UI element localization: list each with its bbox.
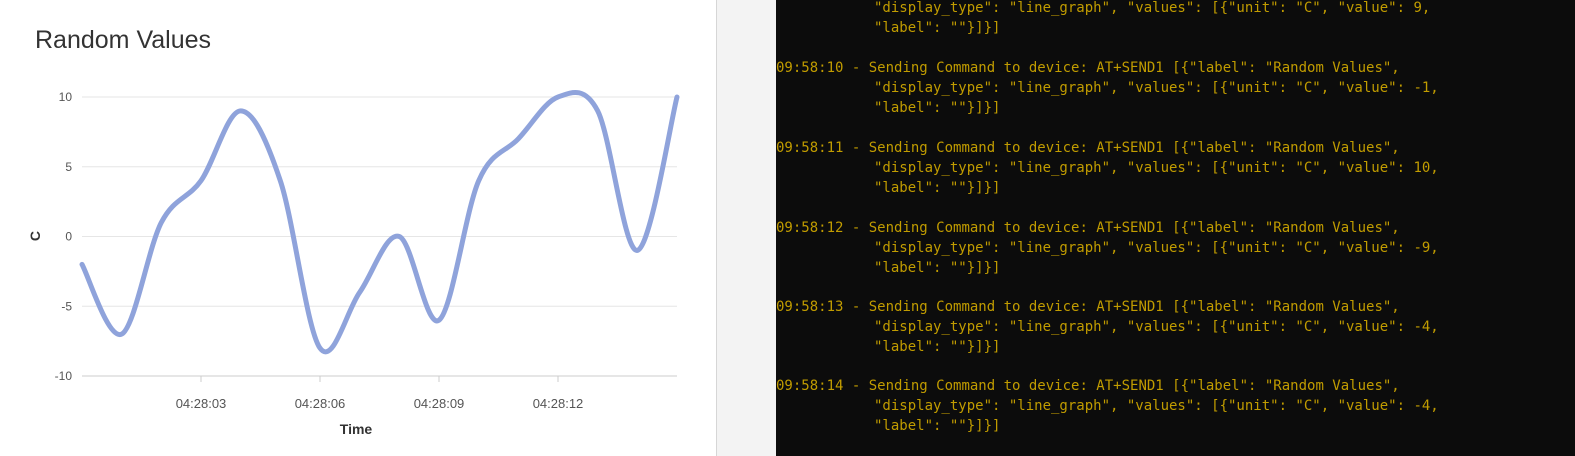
log-text: - Sending Command to device: AT+SEND1 [{…	[843, 220, 1400, 236]
log-timestamp: 09:58:12	[776, 220, 844, 236]
log-timestamp: 09:58:13	[776, 299, 844, 315]
y-axis-ticks: 10 5 0 -5 -10	[55, 90, 73, 383]
log-line: "display_type": "line_graph", "values": …	[874, 398, 1439, 414]
log-line: "label": ""}]}]	[874, 180, 1001, 196]
x-tick-label: 04:28:06	[295, 396, 346, 411]
x-tick-label: 04:28:03	[176, 396, 227, 411]
log-line: "label": ""}]}]	[874, 418, 1001, 434]
log-line: "label": ""}]}]	[874, 339, 1001, 355]
terminal-log: "display_type": "line_graph", "values": …	[776, 0, 1575, 456]
log-timestamp: 09:58:11	[776, 140, 844, 156]
window-gap	[717, 0, 776, 456]
log-line: "display_type": "line_graph", "values": …	[874, 240, 1439, 256]
log-line: "display_type": "line_graph", "values": …	[874, 80, 1439, 96]
y-axis-label: C	[27, 231, 43, 241]
series-line	[79, 90, 680, 355]
x-axis-ticks: 04:28:03 04:28:06 04:28:09 04:28:12	[176, 376, 584, 411]
grid-lines	[82, 96, 677, 377]
panel-divider	[716, 0, 717, 456]
y-tick-label: 5	[65, 160, 72, 174]
log-text: - Sending Command to device: AT+SEND1 [{…	[843, 378, 1400, 394]
x-axis-label: Time	[340, 421, 373, 437]
x-tick-label: 04:28:12	[533, 396, 584, 411]
y-tick-label: -10	[55, 369, 73, 383]
log-line: "label": ""}]}]	[874, 20, 1001, 36]
log-line: "display_type": "line_graph", "values": …	[874, 319, 1439, 335]
chart-panel: Random Values 10 5 0 -5 -10 04:28:03 04:28:06…	[0, 0, 716, 456]
log-line: "display_type": "line_graph", "values": …	[874, 160, 1439, 176]
series-layer	[79, 90, 680, 355]
log-timestamp: 09:58:10	[776, 60, 844, 76]
log-line: 09:58:11 - Sending Command to device: AT…	[776, 138, 1400, 158]
log-text: - Sending Command to device: AT+SEND1 [{…	[843, 60, 1400, 76]
log-line: 09:58:12 - Sending Command to device: AT…	[776, 218, 1400, 238]
log-text: - Sending Command to device: AT+SEND1 [{…	[843, 140, 1400, 156]
log-line: 09:58:10 - Sending Command to device: AT…	[776, 58, 1400, 78]
log-timestamp: 09:58:14	[776, 378, 844, 394]
y-tick-label: -5	[61, 299, 72, 313]
log-line: "display_type": "line_graph", "values": …	[874, 0, 1431, 16]
y-tick-label: 10	[59, 90, 73, 104]
log-line: 09:58:13 - Sending Command to device: AT…	[776, 297, 1400, 317]
y-tick-label: 0	[65, 230, 72, 244]
log-line: "label": ""}]}]	[874, 100, 1001, 116]
x-tick-label: 04:28:09	[414, 396, 465, 411]
log-line: "label": ""}]}]	[874, 260, 1001, 276]
log-line: 09:58:14 - Sending Command to device: AT…	[776, 376, 1400, 396]
log-text: - Sending Command to device: AT+SEND1 [{…	[843, 299, 1400, 315]
chart-title: Random Values	[35, 26, 212, 54]
